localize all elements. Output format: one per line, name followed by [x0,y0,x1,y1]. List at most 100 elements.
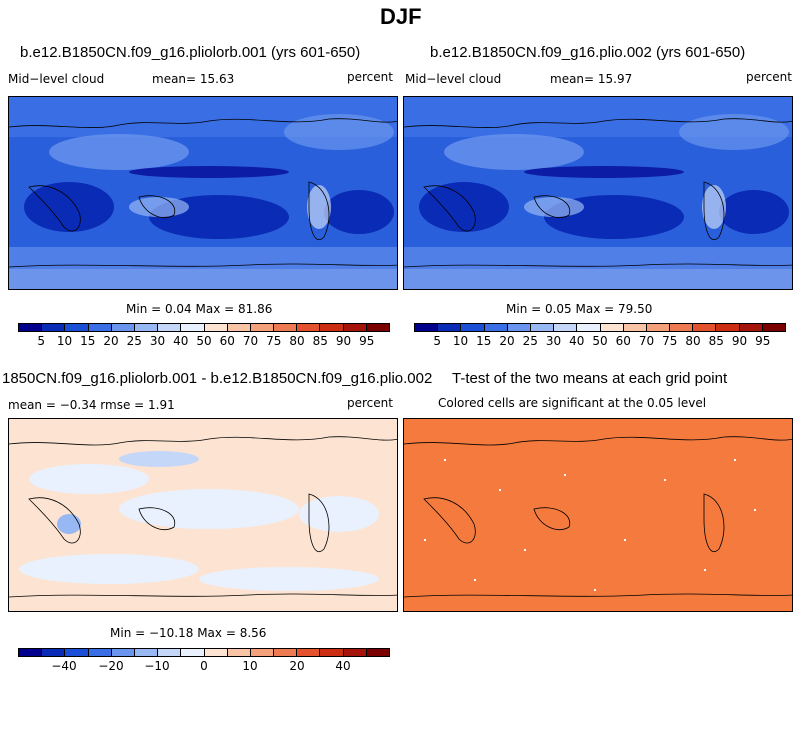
cbar2-seg [438,324,462,331]
cbar1-seg [320,324,344,331]
panel2-mean: mean= 15.97 [550,72,633,86]
cbar3-seg [297,649,321,656]
panel4-map [403,418,793,612]
cbar3-seg [65,649,89,656]
cbar2-tick: 5 [433,334,442,348]
cbar3-tick: −20 [98,659,124,673]
panel3-title: 1850CN.f09_g16.pliolorb.001 - b.e12.B185… [2,370,433,387]
cbar2-tick: 60 [615,334,631,348]
cbar3-tick: 0 [200,659,208,673]
panel2-map [403,96,793,290]
cbar2-seg [507,324,531,331]
cbar2-tick: 85 [708,334,724,348]
cbar3-seg [42,649,66,656]
cbar1-seg [42,324,66,331]
cbar1-tick: 95 [359,334,375,348]
cbar2-seg [716,324,740,331]
cbar1-tick: 60 [219,334,235,348]
cbar1-seg [297,324,321,331]
panel2-minmax: Min = 0.05 Max = 79.50 [506,302,653,316]
cbar2-seg [554,324,578,331]
cbar1-tick: 90 [335,334,352,348]
panel4-title: T-test of the two means at each grid poi… [452,370,728,387]
cbar3-seg [250,649,275,656]
cbar3-tick: 20 [289,659,305,673]
cbar1-tick: 20 [103,334,119,348]
cbar3-seg [134,649,159,656]
cbar1-seg [19,324,43,331]
cbar3-tick: −10 [144,659,170,673]
cbar2-seg [530,324,555,331]
panel2-units: percent [746,70,792,84]
cbar3-seg [274,649,298,656]
cbar3-seg [227,649,251,656]
colorbar-top-right-ticks: 5 10 15 20 25 30 40 50 60 70 75 80 85 90 95 [414,334,786,348]
cbar2-tick: 80 [685,334,701,348]
cbar2-tick: 75 [662,334,678,348]
cbar1-tick: 80 [289,334,305,348]
cbar1-seg [111,324,135,331]
cbar2-tick: 30 [545,334,562,348]
cbar1-seg [274,324,298,331]
cbar1-seg [343,324,367,331]
cbar1-seg [65,324,89,331]
colorbar-top-right [414,323,786,332]
colorbar-top-left [18,323,390,332]
cbar1-seg [181,324,205,331]
panel1-units: percent [347,70,393,84]
cbar3-seg [158,649,182,656]
cbar2-tick: 90 [731,334,748,348]
cbar3-seg [204,649,228,656]
cbar1-tick: 30 [149,334,166,348]
cbar2-seg [623,324,647,331]
figure-title: DJF [380,4,422,29]
cbar2-seg [577,324,601,331]
cbar1-tick: 5 [37,334,46,348]
cbar1-tick: 10 [56,334,73,348]
cbar2-seg [415,324,439,331]
cbar2-tick: 50 [592,334,608,348]
cbar1-seg [88,324,112,331]
panel1-variable: Mid−level cloud [8,72,105,86]
cbar3-seg [111,649,135,656]
cbar2-tick: 40 [569,334,585,348]
panel3-units: percent [347,396,393,410]
cbar2-seg [600,324,624,331]
cbar2-seg [693,324,717,331]
cbar1-tick: 75 [266,334,282,348]
cbar1-seg [227,324,251,331]
cbar3-seg [88,649,112,656]
cbar2-seg [762,324,785,331]
cbar2-tick: 25 [522,334,538,348]
cbar2-tick: 95 [755,334,771,348]
colorbar-top-left-ticks: 5 10 15 20 25 30 40 50 60 70 75 80 85 90 95 [18,334,390,348]
cbar3-seg [181,649,205,656]
cbar3-seg [366,649,389,656]
panel1-map [8,96,398,290]
cbar1-seg [134,324,159,331]
cbar1-tick: 25 [126,334,142,348]
panel4-subtitle: Colored cells are significant at the 0.0… [438,396,707,410]
cbar1-tick: 15 [80,334,96,348]
cbar3-tick: 10 [242,659,258,673]
panel1-mean: mean= 15.63 [152,72,235,86]
cbar3-seg [320,649,344,656]
cbar1-tick: 70 [242,334,259,348]
colorbar-bottom-left [18,648,390,657]
panel3-minmax: Min = −10.18 Max = 8.56 [110,626,267,640]
panel1-title: b.e12.B1850CN.f09_g16.pliolorb.001 (yrs … [20,44,361,61]
cbar2-seg [484,324,508,331]
cbar2-tick: 15 [476,334,492,348]
cbar1-seg [204,324,228,331]
cbar3-tick: 40 [335,659,351,673]
panel3-stats: mean = −0.34 rmse = 1.91 [8,398,175,412]
colorbar-bottom-left-ticks: −40 −20 −10 0 10 20 40 [18,659,390,673]
panel2-title: b.e12.B1850CN.f09_g16.plio.002 (yrs 601-… [430,44,746,61]
cbar2-seg [670,324,694,331]
panel2-variable: Mid−level cloud [405,72,502,86]
cbar1-seg [366,324,389,331]
cbar2-seg [646,324,671,331]
cbar2-tick: 10 [452,334,469,348]
cbar3-tick: −40 [51,659,77,673]
panel3-map [8,418,398,612]
